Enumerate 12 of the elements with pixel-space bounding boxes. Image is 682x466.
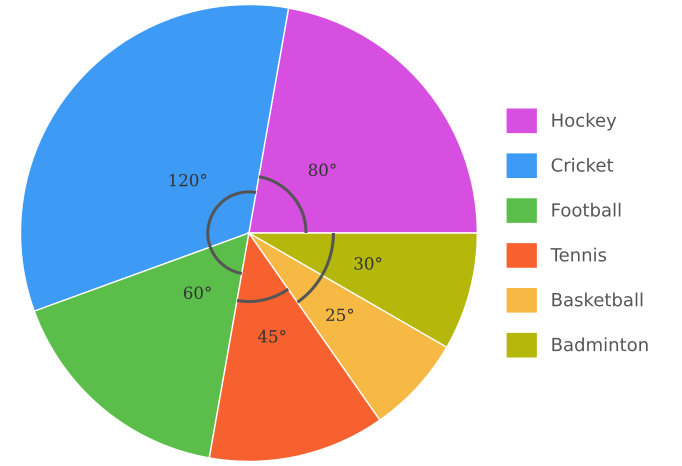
legend-label: Football (552, 202, 620, 217)
data-label: 25° (326, 308, 354, 322)
data-label: 120° (170, 174, 206, 186)
data-label: 80° (308, 164, 336, 176)
legend-label: Badminton (552, 337, 648, 352)
legend-label: Hockey (552, 113, 616, 130)
legend-label: Tennis (550, 248, 606, 262)
legend-label: Cricket (552, 158, 614, 172)
legend-label: Basketball (552, 292, 642, 306)
data-label: 45° (258, 330, 286, 343)
data-label: 30° (354, 257, 382, 270)
data-label: 60° (184, 286, 211, 300)
